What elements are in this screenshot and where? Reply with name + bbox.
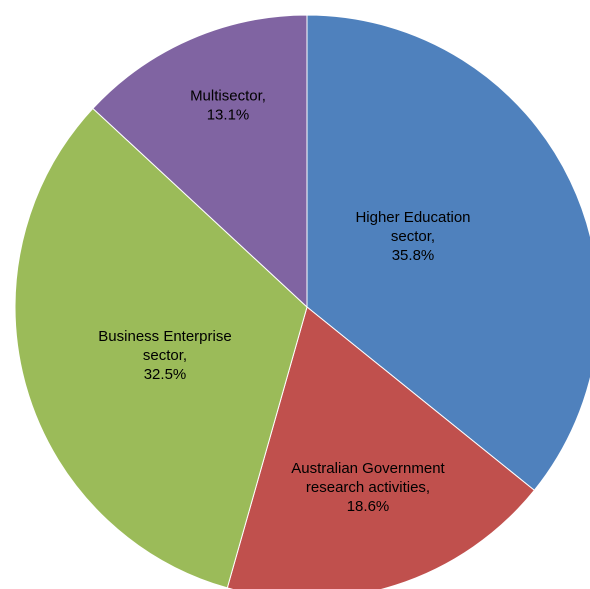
data-label-higher-education-sector: Higher Education sector, 35.8% [355,209,470,264]
pie-slice-business-enterprise-sector [14,107,308,589]
pie-slices [14,14,590,589]
pie-slice-multisector [92,14,308,309]
data-label-multisector: Multisector, 13.1% [190,88,266,124]
pie-labels: Higher Education sector, 35.8% Australian G… [98,88,470,516]
data-label-business-enterprise-sector: Business Enterprise sector, 32.5% [98,328,231,383]
pie-slice-higher-education-sector [306,14,590,491]
data-label-australian-government-research-activities: Australian Government research activities… [291,460,445,515]
pie-slice-australian-government-research-activities [226,306,536,589]
